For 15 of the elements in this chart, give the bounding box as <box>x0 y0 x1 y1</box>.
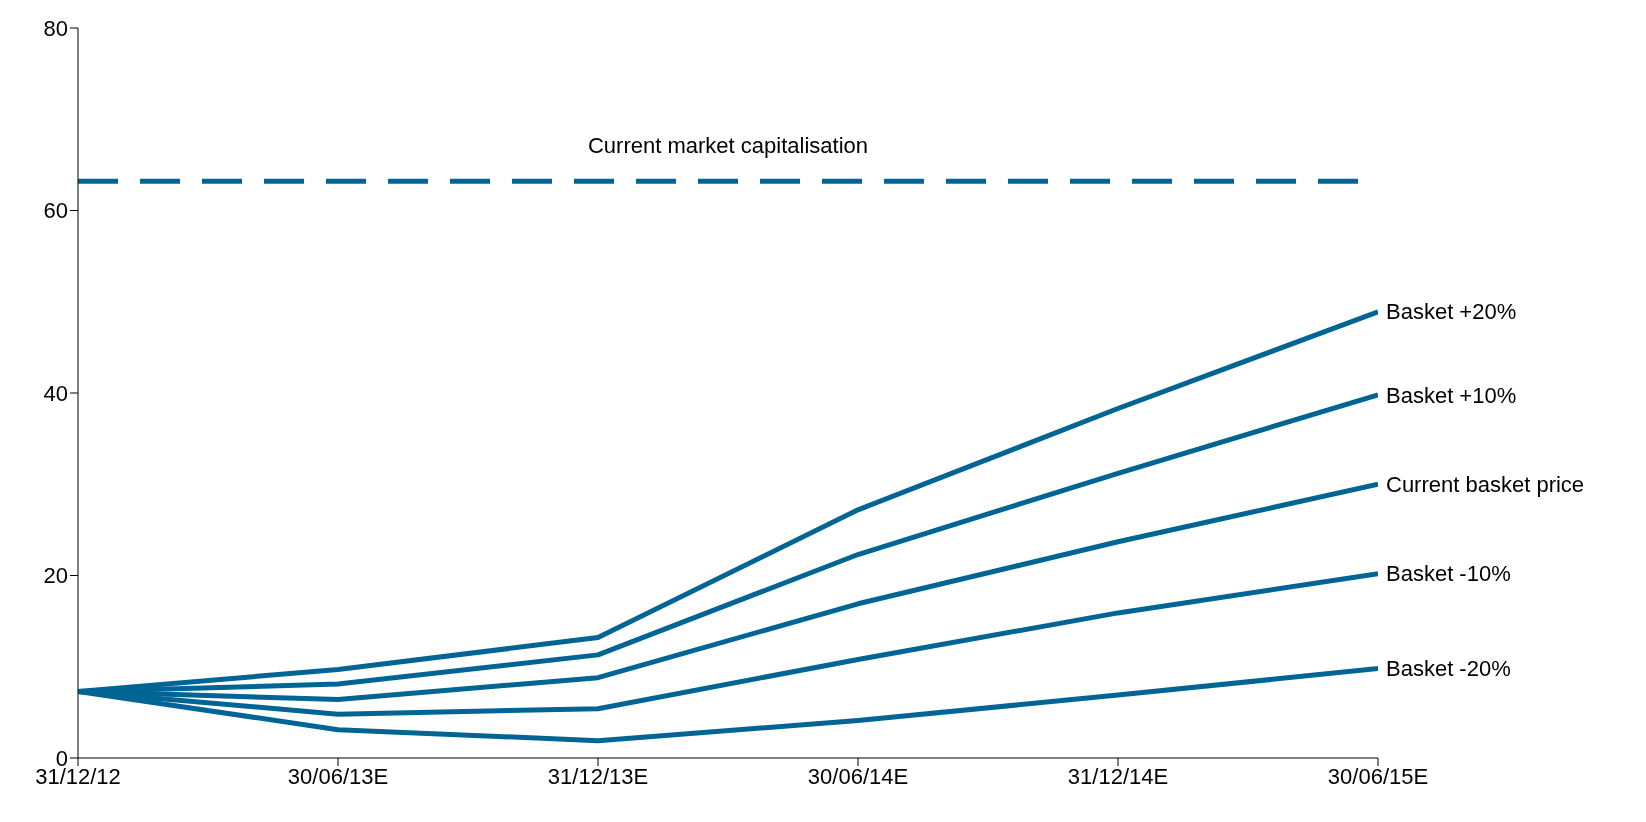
x-tick-label: 31/12/14E <box>1067 763 1169 789</box>
x-tick-label: 30/06/15E <box>1327 763 1429 789</box>
x-tick-label: 30/06/13E <box>287 763 389 789</box>
series-label: Basket -10% <box>1386 561 1511 587</box>
x-tick-label: 31/12/13E <box>547 763 649 789</box>
series-label: Basket +20% <box>1386 299 1517 325</box>
series-label: Basket +10% <box>1386 382 1517 408</box>
series-label: Current basket price <box>1386 471 1585 497</box>
x-tick-label: 30/06/14E <box>807 763 909 789</box>
y-tick-label: 20 <box>43 563 68 589</box>
ref-line-label: Current market capitalisation <box>587 133 869 159</box>
y-tick-label: 60 <box>43 198 68 224</box>
series-label: Basket -20% <box>1386 656 1511 682</box>
y-tick-label: 80 <box>43 15 68 41</box>
y-tick-label: 40 <box>43 380 68 406</box>
